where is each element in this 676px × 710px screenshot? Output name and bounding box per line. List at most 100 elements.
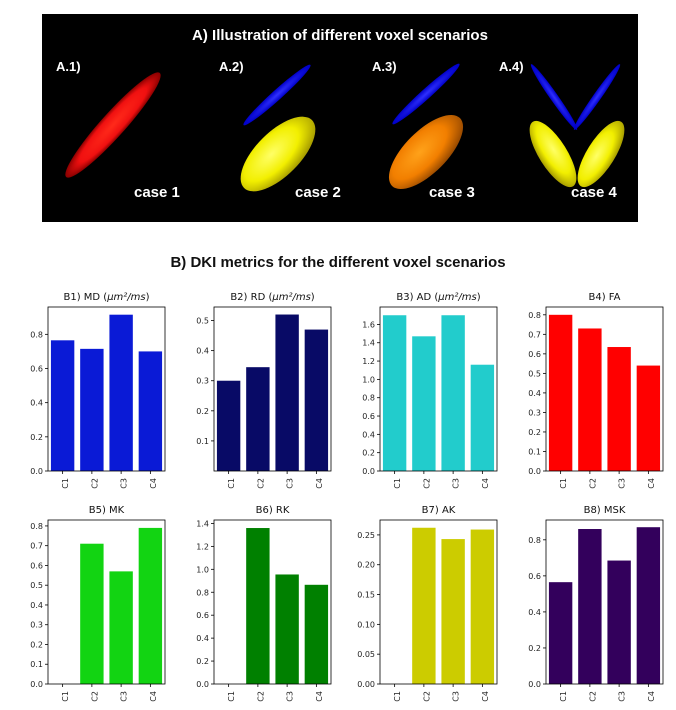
voxel-illustration-panel: A) Illustration of different voxel scena… — [42, 14, 638, 222]
y-tick-label: 0.3 — [196, 377, 209, 386]
y-tick-label: 0.7 — [30, 542, 43, 551]
x-tick-label: C2 — [422, 478, 431, 489]
x-tick-label: C4 — [481, 691, 490, 702]
case-4-label: case 4 — [571, 184, 618, 201]
bar-c2 — [246, 528, 270, 684]
y-tick-label: 0.8 — [30, 330, 43, 339]
bar-c1 — [382, 315, 407, 471]
y-tick-label: 0.7 — [528, 330, 541, 339]
y-tick-label: 0.4 — [528, 389, 541, 398]
x-tick-label: C1 — [227, 691, 236, 702]
x-tick-label: C1 — [61, 691, 70, 702]
y-tick-label: 0.6 — [528, 350, 541, 359]
x-tick-label: C3 — [452, 478, 461, 489]
chart-b5-mk: B5) MK 0.0 0.1 0.2 0.3 0.4 0.5 0.6 0.7 0.8 C1 C2 C3 C… — [10, 498, 170, 703]
bar-c1 — [548, 582, 573, 684]
bar-c2 — [412, 336, 436, 471]
x-tick-label: C4 — [647, 478, 656, 489]
y-tick-label: 0.6 — [362, 412, 375, 421]
x-tick-label: C2 — [90, 691, 99, 702]
y-tick-label: 1.2 — [196, 542, 209, 551]
panel-b-title: B) DKI metrics for the different voxel s… — [170, 254, 506, 271]
x-tick-label: C3 — [120, 691, 129, 702]
y-tick-label: 0.3 — [528, 408, 541, 417]
bar-c2 — [80, 543, 104, 684]
y-tick-label: 1.2 — [362, 357, 375, 366]
y-tick-label: 0.4 — [196, 634, 209, 643]
red-ellipsoid — [65, 72, 161, 178]
x-tick-label: C2 — [256, 691, 265, 702]
x-tick-label: C1 — [227, 478, 236, 489]
panel-a-title: A) Illustration of different voxel scena… — [192, 27, 488, 44]
bar-c4 — [636, 365, 661, 471]
y-tick-label: 0.1 — [196, 437, 209, 446]
x-tick-label: C2 — [588, 478, 597, 489]
bar-c3 — [441, 315, 465, 471]
yellow-ellipsoid-right — [577, 120, 625, 188]
y-tick-label: 0.4 — [196, 347, 209, 356]
y-tick-label: 0.4 — [528, 608, 541, 617]
chart-b1-md: B1) MD (μm²/ms) 0.0 0.2 0.4 0.6 0.8 C1 C2 C3 C4 — [10, 285, 170, 490]
y-tick-label: 0.6 — [30, 561, 43, 570]
y-tick-label: 0.3 — [30, 621, 43, 630]
x-tick-label: C4 — [149, 691, 158, 702]
plot-frame — [379, 306, 498, 472]
plot-frame — [545, 306, 664, 472]
y-tick-label: 0.20 — [357, 561, 375, 570]
chart-b4-fa: B4) FA 0.0 0.1 0.2 0.3 0.4 0.5 0.6 0.7 0.8 C1 C2 C3 C… — [508, 285, 668, 490]
x-tick-label: C3 — [618, 691, 627, 702]
y-tick-label: 1.6 — [362, 320, 375, 329]
bar-c2 — [578, 328, 602, 471]
x-tick-label: C3 — [452, 691, 461, 702]
x-tick-label: C4 — [149, 478, 158, 489]
y-tick-label: 0.1 — [30, 660, 43, 669]
chart-svg: B6) RK 0.0 0.2 0.4 0.6 0.8 1.0 1.2 1.4 C1 C2 C3 C4 — [196, 505, 332, 702]
bar-c4 — [138, 351, 163, 471]
plot-frame — [47, 519, 166, 685]
chart-svg: B8) MSK 0.0 0.2 0.4 0.6 0.8 C1 C2 C3 C4 — [528, 505, 664, 702]
chart-title: B4) FA — [589, 292, 621, 303]
label-a1: A.1) — [56, 59, 81, 74]
y-tick-label: 0.25 — [357, 531, 375, 540]
y-tick-label: 1.4 — [196, 519, 209, 528]
x-tick-label: C1 — [61, 478, 70, 489]
bar-c2 — [412, 527, 436, 684]
bar-c2 — [80, 348, 104, 471]
bar-c4 — [304, 584, 329, 684]
bar-c3 — [109, 571, 133, 684]
y-tick-label: 0.0 — [30, 680, 43, 689]
y-tick-label: 0.4 — [30, 601, 43, 610]
y-tick-label: 0.0 — [362, 467, 375, 476]
bar-c1 — [50, 340, 75, 471]
label-a3: A.3) — [372, 59, 397, 74]
plot-frame — [545, 519, 664, 685]
bar-c1 — [216, 380, 241, 471]
y-tick-label: 0.2 — [362, 449, 375, 458]
x-tick-label: C3 — [286, 691, 295, 702]
y-tick-label: 0.5 — [196, 317, 209, 326]
blue-ellipsoid-right — [573, 64, 621, 130]
bar-c3 — [109, 314, 133, 471]
chart-svg: B5) MK 0.0 0.1 0.2 0.3 0.4 0.5 0.6 0.7 0.8 C1 C2 C3 C… — [30, 505, 166, 702]
chart-b2-rd: B2) RD (μm²/ms) 0.1 0.2 0.3 0.4 0.5 C1 C2 C3 C4 — [176, 285, 336, 490]
x-tick-label: C2 — [90, 478, 99, 489]
bar-c1 — [548, 314, 573, 471]
y-tick-label: 0.2 — [528, 428, 541, 437]
bar-c3 — [607, 347, 631, 471]
chart-svg: B1) MD (μm²/ms) 0.0 0.2 0.4 0.6 0.8 C1 C2 C3 C4 — [30, 292, 166, 489]
y-tick-label: 0.4 — [30, 399, 43, 408]
blue-ellipsoid-left — [530, 64, 578, 130]
y-tick-label: 0.8 — [30, 522, 43, 531]
bar-c3 — [275, 574, 299, 684]
x-tick-label: C4 — [315, 478, 324, 489]
case-3-label: case 3 — [429, 184, 475, 201]
y-tick-label: 0.00 — [357, 680, 375, 689]
bar-c4 — [636, 527, 661, 684]
chart-b8-msk: B8) MSK 0.0 0.2 0.4 0.6 0.8 C1 C2 C3 C4 — [508, 498, 668, 703]
y-tick-label: 0.0 — [196, 680, 209, 689]
chart-b7-ak: B7) AK 0.00 0.05 0.10 0.15 0.20 0.25 C1 C2 C3 C4 — [342, 498, 502, 703]
bar-c3 — [441, 539, 465, 684]
chart-title: B6) RK — [256, 505, 290, 516]
y-tick-label: 0.2 — [528, 644, 541, 653]
y-tick-label: 0.6 — [196, 611, 209, 620]
